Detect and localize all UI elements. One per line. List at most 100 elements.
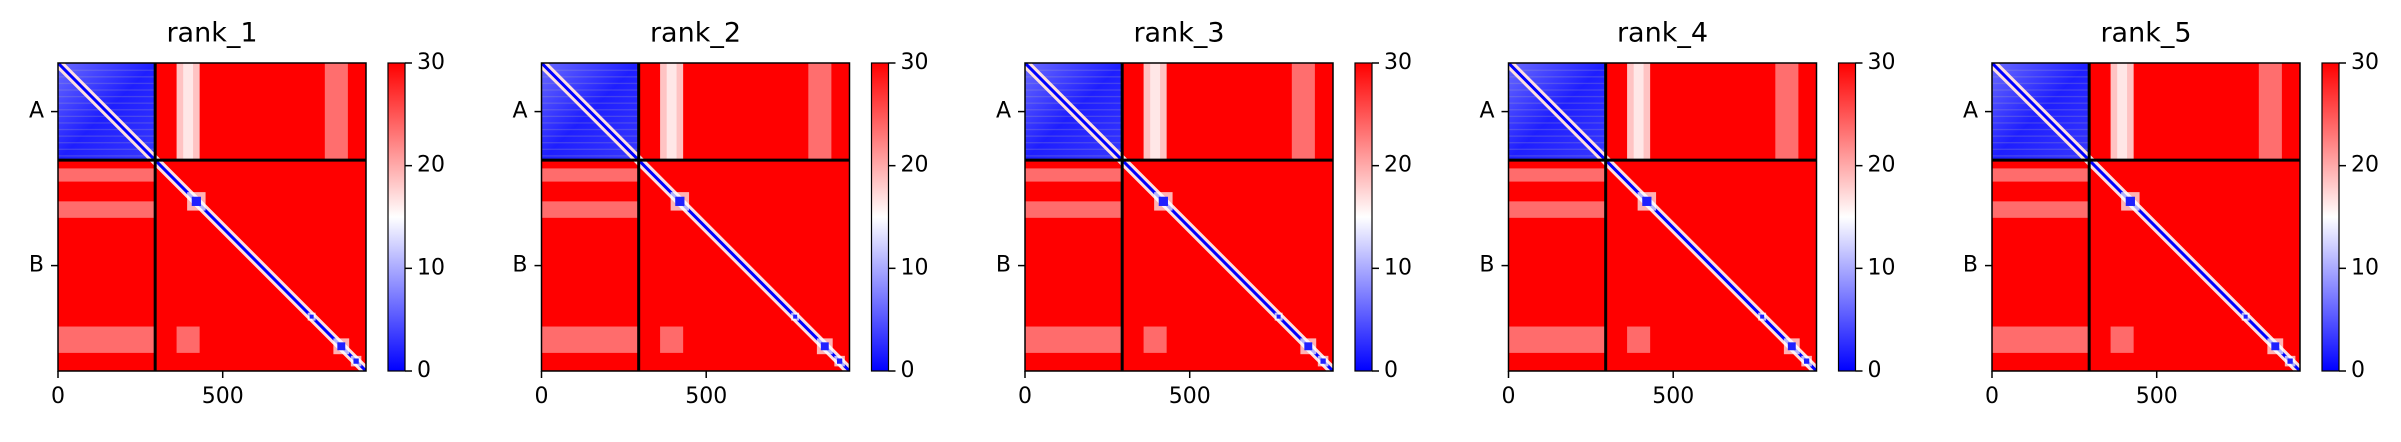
colorbar-tick-label: 0 [1868, 358, 1882, 383]
heatmap-band [541, 89, 639, 91]
heatmap-domain [1642, 196, 1652, 206]
heatmap-domain [1158, 196, 1168, 206]
panel: rank_1 0 500 A B 0 10 20 30 [29, 18, 445, 410]
heatmap-band [1508, 95, 1606, 98]
heatmap-stripe [2117, 63, 2128, 161]
heatmap-band [1992, 89, 2090, 91]
heatmap-stripe [1992, 168, 2090, 182]
plot-frame [57, 62, 367, 372]
chart-title: rank_1 [166, 18, 257, 49]
heatmap-stripe [1025, 201, 1123, 218]
plot-frame [1024, 62, 1334, 372]
heatmap-stripe [660, 326, 684, 353]
heatmap-band [541, 82, 639, 85]
heatmap-band [541, 95, 639, 98]
heatmap-band [58, 95, 156, 98]
panel: rank_3 0 500 A B 0 10 20 30 [996, 18, 1412, 410]
colorbar-tick-label: 30 [1868, 50, 1896, 75]
heatmap-band [541, 128, 639, 131]
colorbar-tick-label: 30 [901, 50, 929, 75]
heatmap-band [1992, 76, 2090, 78]
heatmap-stripe [1025, 326, 1123, 353]
heatmap-domain [337, 342, 346, 351]
heatmap-domain [2243, 314, 2248, 319]
heatmap-stripe [58, 201, 156, 218]
heatmap-stripe [1143, 326, 1167, 353]
colorbar [387, 62, 406, 372]
heatmap-domain [836, 358, 843, 364]
y-tick-label: A [512, 99, 527, 124]
heatmap-domain [2287, 358, 2293, 364]
heatmap-band [1508, 82, 1606, 85]
x-tick-label: 500 [1169, 384, 1211, 409]
heatmap-stripe [541, 168, 639, 182]
heatmap-stripe [176, 326, 200, 353]
heatmap-band [58, 89, 156, 91]
heatmap-band [1992, 82, 2090, 85]
heatmap-band [541, 142, 639, 144]
x-tick-label: 0 [1502, 384, 1516, 409]
x-tick-label: 500 [685, 384, 727, 409]
heatmap-stripe [1633, 63, 1644, 161]
colorbar [1354, 62, 1373, 372]
heatmap-domain [1320, 358, 1326, 364]
plot-frame [1991, 62, 2301, 372]
colorbar-tick-label: 20 [901, 153, 929, 178]
plot-frame [540, 62, 851, 372]
heatmap-band [58, 148, 156, 150]
heatmap-stripe [183, 63, 194, 161]
colorbar-tick-label: 20 [1868, 153, 1896, 178]
heatmap-stripe [1508, 326, 1606, 353]
heatmap-band [58, 135, 156, 137]
heatmap-domain [309, 314, 314, 319]
y-tick-label: A [29, 99, 44, 124]
heatmap-stripe [666, 63, 677, 161]
heatmap-band [1025, 76, 1123, 78]
heatmap-stripe [2110, 326, 2134, 353]
heatmap-stripe [1150, 63, 1161, 161]
heatmap-stripe [2258, 63, 2282, 161]
heatmap-band [1025, 82, 1123, 85]
heatmap-band [1025, 148, 1123, 150]
heatmap-band [1508, 128, 1606, 131]
heatmap-band [1508, 89, 1606, 91]
heatmap-band [1992, 148, 2090, 150]
colorbar-tick-label: 10 [2351, 255, 2379, 280]
heatmap-stripe [1775, 63, 1799, 161]
colorbar-tick-label: 0 [1384, 358, 1398, 383]
heatmap-band [1508, 155, 1606, 157]
heatmap-band [58, 122, 156, 124]
heatmap-band [58, 76, 156, 78]
heatmap-band [541, 155, 639, 157]
y-tick-label: A [996, 99, 1011, 124]
heatmap-domain [2271, 342, 2280, 351]
heatmap-band [541, 135, 639, 137]
panel: rank_4 0 500 A B 0 10 20 30 [1479, 18, 1895, 410]
heatmap-band [1025, 155, 1123, 157]
colorbar-tick-label: 30 [1384, 50, 1412, 75]
heatmap-band [1992, 128, 2090, 131]
colorbar-tick-label: 0 [417, 358, 431, 383]
heatmap-band [541, 148, 639, 150]
heatmap-stripe [541, 326, 639, 353]
chart-title: rank_5 [2100, 18, 2191, 49]
heatmap-band [1025, 95, 1123, 98]
colorbar-tick-label: 20 [417, 153, 445, 178]
chart-title: rank_4 [1617, 18, 1708, 49]
heatmap-band [1025, 89, 1123, 91]
heatmap [1992, 63, 2300, 371]
y-tick-label: B [996, 253, 1011, 278]
y-tick-label: A [1479, 99, 1494, 124]
heatmap-band [1508, 142, 1606, 144]
heatmap-band [58, 142, 156, 144]
y-tick-label: A [1963, 99, 1978, 124]
heatmap-band [58, 102, 156, 104]
heatmap-band [58, 128, 156, 131]
heatmap-band [1992, 69, 2090, 71]
heatmap-band [1508, 76, 1606, 78]
heatmap-domain [675, 196, 685, 206]
heatmap-band [1025, 69, 1123, 71]
heatmap-domain [353, 358, 359, 364]
colorbar-tick-label: 10 [1384, 255, 1412, 280]
heatmap-domain [820, 342, 829, 351]
